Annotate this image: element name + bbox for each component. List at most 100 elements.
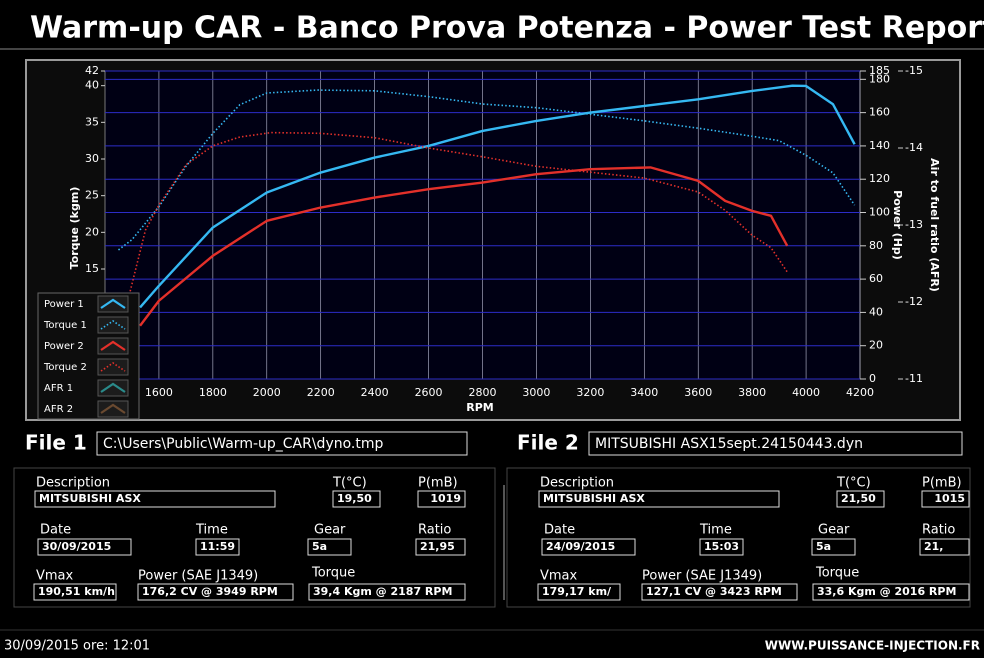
- y3-tick-label: -14: [905, 141, 923, 154]
- field-value: 190,51 km/h: [38, 585, 115, 598]
- field-box: [34, 490, 276, 508]
- field-box: [37, 538, 132, 556]
- field-label: Power (SAE J1349): [642, 569, 762, 584]
- field-value: 33,6 Kgm @ 2016 RPM: [817, 585, 956, 598]
- field-box: [415, 538, 466, 556]
- field-box: [538, 490, 780, 508]
- field-value: 5a: [816, 540, 831, 553]
- y2-tick-label: 40: [869, 305, 883, 318]
- field-label: Vmax: [540, 569, 578, 584]
- field-box: [332, 490, 381, 508]
- field-box: [921, 490, 970, 508]
- field-value: 24/09/2015: [546, 540, 615, 553]
- legend-swatch: [97, 337, 129, 355]
- x-tick-label: 3800: [738, 386, 766, 399]
- legend-label: AFR 2: [44, 404, 73, 415]
- x-tick-label: 2600: [415, 386, 443, 399]
- y2-tick-label: 120: [869, 172, 890, 185]
- y2-tick-label: 0: [869, 372, 876, 385]
- x-tick-label: 1600: [145, 386, 173, 399]
- legend-sample: [100, 382, 126, 393]
- field-value: 176,2 CV @ 3949 RPM: [142, 585, 278, 598]
- field-label: Time: [195, 523, 228, 538]
- field-box: [699, 538, 744, 556]
- field-value: 11:59: [200, 540, 235, 553]
- field-value: 127,1 CV @ 3423 RPM: [646, 585, 782, 598]
- x-tick-label: 3200: [576, 386, 604, 399]
- y2-tick-label: 60: [869, 272, 883, 285]
- footer-datetime: 30/09/2015 ore: 12:01: [4, 639, 150, 654]
- field-box: [836, 490, 885, 508]
- field-value: 15:03: [704, 540, 739, 553]
- y2-tick-label: 160: [869, 106, 890, 119]
- y-tick-label: 35: [85, 115, 99, 128]
- field-box: [195, 538, 240, 556]
- series-line: [139, 84, 856, 309]
- legend-label: AFR 1: [44, 383, 73, 394]
- legend-label: Power 1: [44, 299, 84, 310]
- field-label: Date: [544, 523, 575, 538]
- y-tick-label: 30: [85, 152, 99, 165]
- field-value: 21,95: [420, 540, 455, 553]
- y3-tick-label: -12: [905, 295, 923, 308]
- legend-sample: [100, 320, 126, 330]
- legend-swatch: [97, 295, 129, 313]
- y-tick-label: 20: [85, 225, 99, 238]
- x-tick-label: 4200: [846, 386, 874, 399]
- field-value: MITSUBISHI ASX: [39, 492, 141, 505]
- footer-website: WWW.PUISSANCE-INJECTION.FR: [765, 639, 980, 653]
- field-label: T(°C): [332, 476, 367, 491]
- x-tick-label: 2200: [307, 386, 335, 399]
- y3-tick-label: -11: [905, 372, 923, 385]
- field-label: Gear: [818, 523, 850, 538]
- field-box: [641, 583, 798, 601]
- y-tick-label: 15: [85, 262, 99, 275]
- field-label: T(°C): [836, 476, 871, 491]
- series-line: [139, 166, 789, 327]
- field-value: MITSUBISHI ASX: [543, 492, 645, 505]
- legend-swatch: [97, 316, 129, 334]
- field-label: P(mB): [418, 476, 458, 491]
- field-box: [33, 583, 117, 601]
- legend-label: Torque 1: [43, 320, 87, 331]
- legend-sample: [100, 298, 126, 309]
- legend-label: Torque 2: [43, 362, 87, 373]
- legend-swatch: [97, 379, 129, 397]
- field-label: Description: [36, 476, 110, 491]
- legend-swatch: [97, 400, 129, 418]
- field-box: [417, 490, 466, 508]
- field-label: Torque: [311, 566, 355, 581]
- field-label: Ratio: [418, 523, 451, 538]
- field-value: 21,50: [841, 492, 876, 505]
- legend-sample: [100, 403, 126, 414]
- field-box: [812, 583, 970, 601]
- series-line: [117, 89, 856, 251]
- y2-tick-label: 185: [869, 64, 890, 77]
- field-box: [308, 583, 466, 601]
- field-box: [541, 538, 636, 556]
- field-label: Gear: [314, 523, 346, 538]
- field-box: [137, 583, 294, 601]
- y2-tick-label: 180: [869, 72, 890, 85]
- file-path-box: [96, 431, 468, 456]
- field-label: Time: [699, 523, 732, 538]
- y-tick-label: 25: [85, 189, 99, 202]
- x-tick-label: 1800: [199, 386, 227, 399]
- y-axis-label: Torque (kgm): [68, 187, 81, 270]
- x-tick-label: 3600: [684, 386, 712, 399]
- field-value: 1019: [430, 492, 461, 505]
- y2-axis-label: Power (Hp): [891, 190, 904, 260]
- field-value: 21,: [924, 540, 944, 553]
- field-value: 179,17 km/: [542, 585, 612, 598]
- field-value: 30/09/2015: [42, 540, 111, 553]
- field-label: Power (SAE J1349): [138, 569, 258, 584]
- field-label: Vmax: [36, 569, 74, 584]
- field-label: Description: [540, 476, 614, 491]
- x-tick-label: 3400: [630, 386, 658, 399]
- x-tick-label: 2400: [361, 386, 389, 399]
- field-value: 39,4 Kgm @ 2187 RPM: [313, 585, 452, 598]
- field-box: [811, 538, 856, 556]
- field-label: P(mB): [922, 476, 962, 491]
- file-path: C:\Users\Public\Warm-up_CAR\dyno.tmp: [103, 436, 384, 452]
